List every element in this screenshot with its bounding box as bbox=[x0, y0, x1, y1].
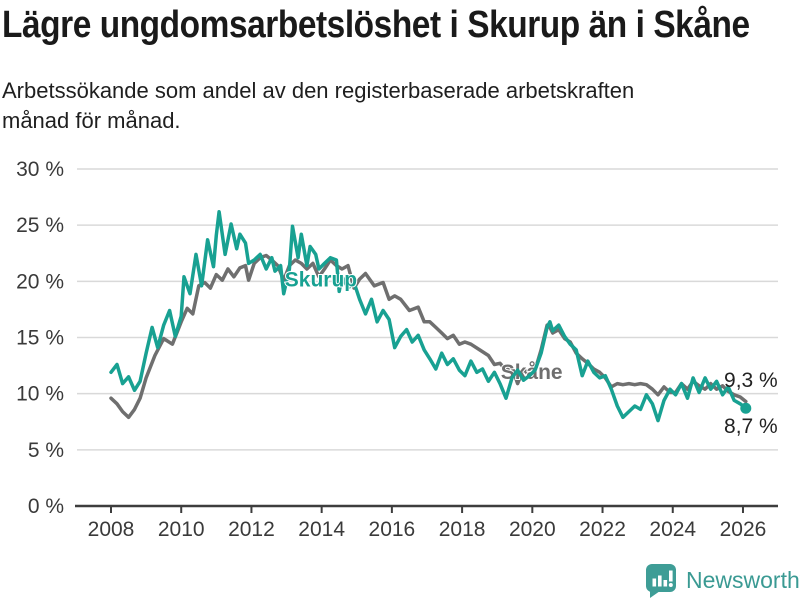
chart-subtitle: Arbetssökande som andel av den registerb… bbox=[2, 78, 635, 133]
end-value-label: 9,3 % bbox=[724, 369, 778, 392]
x-tick-label: 2024 bbox=[649, 518, 696, 541]
series-line-skåne bbox=[109, 253, 748, 420]
x-tick-label: 2020 bbox=[509, 518, 556, 541]
y-tick-label: 20 % bbox=[16, 270, 64, 293]
x-tick-label: 2018 bbox=[439, 518, 486, 541]
newsworthy-wordmark: Newsworthy bbox=[686, 567, 800, 593]
x-tick-label: 2012 bbox=[228, 518, 275, 541]
x-tick-label: 2022 bbox=[579, 518, 626, 541]
x-tick-label: 2008 bbox=[88, 518, 135, 541]
x-tick-label: 2026 bbox=[720, 518, 767, 541]
x-tick-label: 2016 bbox=[369, 518, 416, 541]
chart-title: Lägre ungdomsarbetslöshet i Skurup än i … bbox=[2, 4, 750, 46]
newsworthy-logo[interactable]: Newsworthy bbox=[644, 562, 800, 599]
x-tick-label: 2014 bbox=[298, 518, 345, 541]
y-tick-label: 15 % bbox=[16, 327, 64, 350]
y-tick-label: 30 % bbox=[16, 158, 64, 181]
y-tick-label: 10 % bbox=[16, 383, 64, 406]
series-line-skurup bbox=[109, 209, 748, 423]
series-label-skurup: Skurup bbox=[285, 268, 357, 291]
series-end-dot bbox=[740, 402, 752, 414]
newsworthy-bubble-chart-icon bbox=[646, 564, 676, 598]
y-tick-label: 0 % bbox=[28, 495, 64, 518]
y-tick-label: 25 % bbox=[16, 214, 64, 237]
y-tick-label: 5 % bbox=[28, 439, 64, 462]
x-tick-label: 2010 bbox=[158, 518, 205, 541]
end-value-label: 8,7 % bbox=[724, 415, 778, 438]
